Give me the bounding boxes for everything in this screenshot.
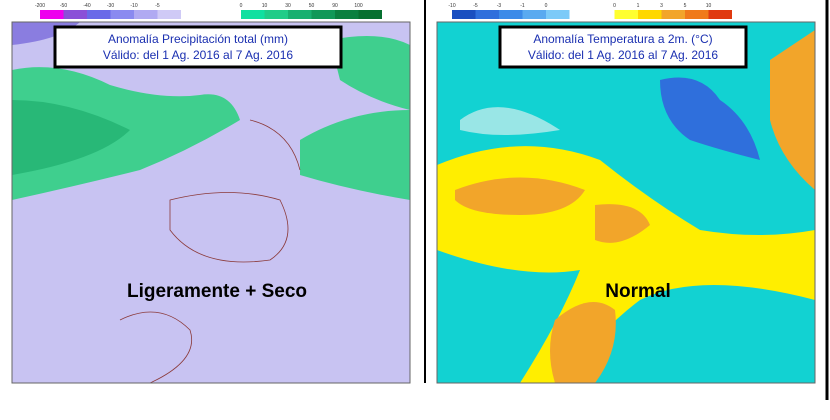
legend-tick: 10 xyxy=(706,3,712,9)
legend-swatch xyxy=(638,10,662,19)
legend-tick: 0 xyxy=(240,3,243,9)
precip-map xyxy=(12,22,410,384)
legend-swatch xyxy=(335,10,359,19)
title: Anomalía Precipitación total (mm) xyxy=(108,32,288,46)
map-label: Ligeramente + Seco xyxy=(127,281,307,302)
legend-tick: 10 xyxy=(262,3,268,9)
frame xyxy=(11,21,411,384)
legend-tick: -3 xyxy=(497,3,502,9)
legend-tick: -5 xyxy=(473,3,478,9)
legend-swatch xyxy=(311,10,335,19)
legend-tick: 90 xyxy=(332,3,338,9)
legend-swatch xyxy=(499,10,523,19)
title: Anomalía Temperatura a 2m. (°C) xyxy=(533,32,712,46)
legend-tick: 0 xyxy=(613,3,616,9)
legend-swatch xyxy=(614,10,638,19)
legend-swatch xyxy=(661,10,685,19)
temp-map xyxy=(437,22,815,383)
frame xyxy=(436,21,816,384)
legend-swatch xyxy=(110,10,134,19)
legend-swatch xyxy=(708,10,732,19)
valid-date: Válido: del 1 Ag. 2016 al 7 Ag. 2016 xyxy=(103,48,293,62)
legend-tick: -10 xyxy=(130,3,137,9)
legend-tick: 30 xyxy=(285,3,291,9)
legend-tick: -200 xyxy=(35,3,45,9)
legend-swatch xyxy=(87,10,111,19)
legend-tick: 100 xyxy=(354,3,363,9)
valid-date: Válido: del 1 Ag. 2016 al 7 Ag. 2016 xyxy=(528,48,718,62)
legend-swatch xyxy=(241,10,265,19)
legend-tick: 0 xyxy=(545,3,548,9)
map-label: Normal xyxy=(605,281,670,302)
legend-tick: -10 xyxy=(448,3,455,9)
legend-swatch xyxy=(685,10,709,19)
legend-swatch xyxy=(358,10,382,19)
legend-swatch xyxy=(63,10,87,19)
legend-swatch xyxy=(452,10,476,19)
legend-tick: -1 xyxy=(520,3,525,9)
legend-tick: 1 xyxy=(637,3,640,9)
legend-swatch xyxy=(157,10,181,19)
legend-tick: 3 xyxy=(660,3,663,9)
legends: -200 -50 -40 -30 -10 -5 0 10 30 50 90 100 -10 -5 -3 -1 0… xyxy=(35,3,732,19)
legend-swatch xyxy=(546,10,570,19)
legend-tick: -5 xyxy=(155,3,160,9)
legend-swatch xyxy=(134,10,158,19)
legend-swatch xyxy=(475,10,499,19)
legend-swatch xyxy=(264,10,288,19)
legend-tick: 5 xyxy=(684,3,687,9)
legend-swatch xyxy=(288,10,312,19)
legend-swatch xyxy=(40,10,64,19)
legend-tick: -40 xyxy=(83,3,90,9)
legend-tick: 50 xyxy=(309,3,315,9)
legend-tick: -30 xyxy=(107,3,114,9)
legend-tick: -50 xyxy=(60,3,67,9)
legend-swatch xyxy=(522,10,546,19)
